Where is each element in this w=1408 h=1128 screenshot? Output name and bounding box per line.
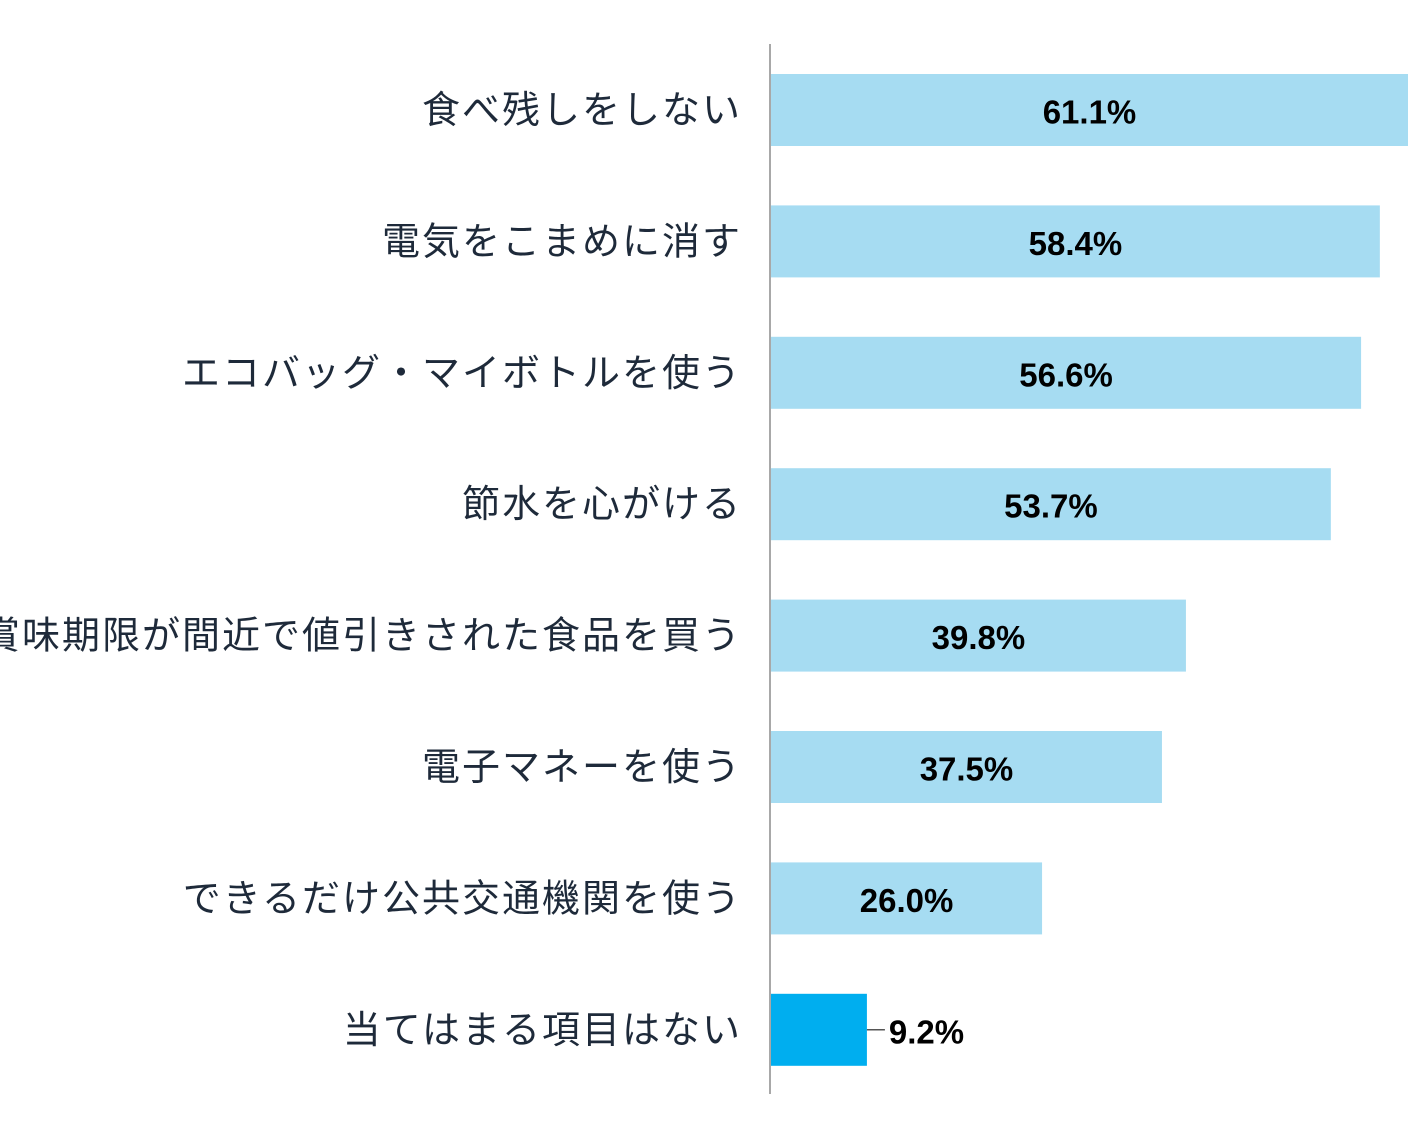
bar <box>771 336 1362 409</box>
bar <box>771 599 1186 672</box>
bar <box>771 205 1380 278</box>
category-label: 当てはまる項目はない <box>343 1008 742 1052</box>
value-label: 37.5% <box>920 751 1014 788</box>
category-label: 電子マネーを使う <box>422 745 742 789</box>
category-label: エコバッグ・マイボトルを使う <box>182 351 742 395</box>
bars-layer <box>771 74 1408 1066</box>
value-label: 26.0% <box>860 882 954 919</box>
value-label: 39.8% <box>932 619 1026 656</box>
category-label: できるだけ公共交通機関を使う <box>183 876 742 920</box>
bar <box>771 993 867 1066</box>
value-label: 53.7% <box>1004 488 1098 525</box>
category-label: 賞味期限が間近で値引きされた食品を買う <box>0 614 742 658</box>
category-label: 節水を心がける <box>462 482 742 526</box>
value-label: 61.1% <box>1043 94 1137 131</box>
value-label: 56.6% <box>1019 356 1113 393</box>
value-label: 58.4% <box>1029 225 1123 262</box>
bar <box>771 468 1331 541</box>
category-label: 食べ残しをしない <box>422 88 742 132</box>
labels-layer: 食べ残しをしない 61.1% 電気をこまめに消す 58.4% エコバッグ・マイボトルを使… <box>0 88 1136 1052</box>
bar <box>771 74 1408 146</box>
bar <box>771 731 1162 803</box>
category-label: 電気をこまめに消す <box>382 219 742 263</box>
bar <box>771 862 1043 935</box>
value-label: 9.2% <box>889 1013 964 1050</box>
